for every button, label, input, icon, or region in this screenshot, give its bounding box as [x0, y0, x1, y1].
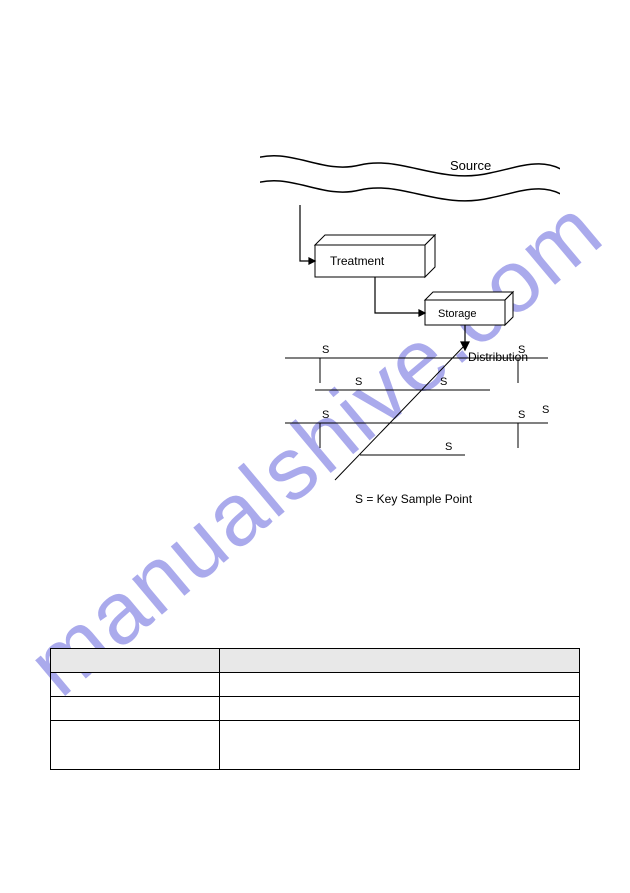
water-system-diagram: Source Treatment Storage [260, 145, 560, 515]
table-cell [220, 673, 580, 697]
storage-label: Storage [438, 308, 477, 320]
data-table [50, 648, 580, 770]
treatment-box: Treatment [315, 235, 435, 277]
table-header-cell [51, 649, 220, 673]
table-header-cell [220, 649, 580, 673]
table-cell [220, 721, 580, 770]
source-label: Source [450, 158, 491, 173]
diagram-caption: S = Key Sample Point [355, 492, 473, 506]
svg-text:S: S [322, 344, 329, 356]
table-cell [220, 697, 580, 721]
table-cell [51, 721, 220, 770]
river-path-lower [260, 181, 560, 201]
svg-text:S: S [518, 409, 525, 421]
svg-text:S: S [445, 441, 452, 453]
svg-text:S: S [440, 376, 447, 388]
table-cell [51, 697, 220, 721]
svg-text:S: S [518, 344, 525, 356]
table-cell [51, 673, 220, 697]
storage-box: Storage [425, 292, 513, 325]
river-path [260, 156, 560, 176]
treatment-label: Treatment [330, 254, 385, 268]
svg-text:S: S [355, 376, 362, 388]
svg-text:S: S [322, 409, 329, 421]
svg-text:S: S [542, 404, 549, 416]
